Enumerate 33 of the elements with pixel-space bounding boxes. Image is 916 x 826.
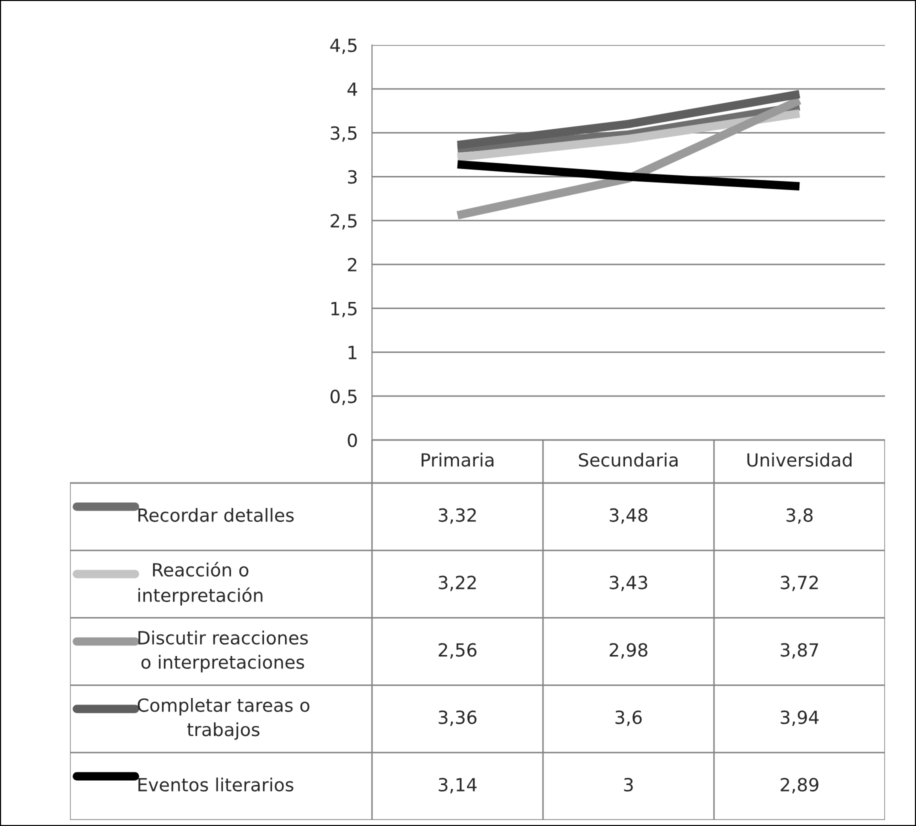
- data-label: 3,8: [786, 508, 813, 524]
- y-tick-label: 4: [348, 82, 358, 96]
- data-label: 3,22: [438, 576, 476, 592]
- x-tick-label: Primaria: [422, 452, 494, 467]
- x-tick-label: Secundaria: [578, 452, 678, 467]
- legend-label: Completar tareas o trabajos: [138, 698, 310, 740]
- y-tick-label: 1: [348, 346, 356, 360]
- data-label: 3,14: [438, 778, 477, 794]
- data-label: 3,94: [780, 710, 819, 726]
- data-label: 2,98: [610, 643, 648, 659]
- data-label: 3,87: [780, 643, 818, 659]
- y-tick-label: 2: [348, 258, 356, 272]
- data-label: 3,72: [780, 576, 818, 592]
- data-label: 3,43: [610, 576, 648, 592]
- legend-label: Discutir reacciones o interpretaciones: [138, 630, 308, 672]
- data-label: 3,36: [438, 710, 476, 726]
- y-tick-label: 0,5: [330, 390, 357, 406]
- x-tick-label: Universidad: [747, 452, 852, 467]
- y-tick-label: 4,5: [330, 38, 357, 54]
- data-label: 3: [624, 778, 633, 792]
- y-tick-label: 0: [348, 433, 357, 448]
- y-tick-label: 1,5: [331, 302, 357, 318]
- data-label: 3,48: [610, 508, 648, 524]
- legend-label: Recordar detalles: [138, 508, 294, 522]
- legend-label: Reacción o interpretación: [138, 562, 262, 606]
- y-tick-label: 3: [348, 170, 357, 184]
- y-tick-label: 3,5: [330, 126, 357, 142]
- data-label: 2,89: [780, 778, 818, 794]
- data-label: 3,32: [438, 508, 476, 524]
- data-label: 3,6: [616, 710, 642, 726]
- data-label: 2,56: [438, 643, 476, 659]
- y-tick-label: 2,5: [330, 214, 357, 230]
- legend-label: Eventos literarios: [138, 778, 294, 792]
